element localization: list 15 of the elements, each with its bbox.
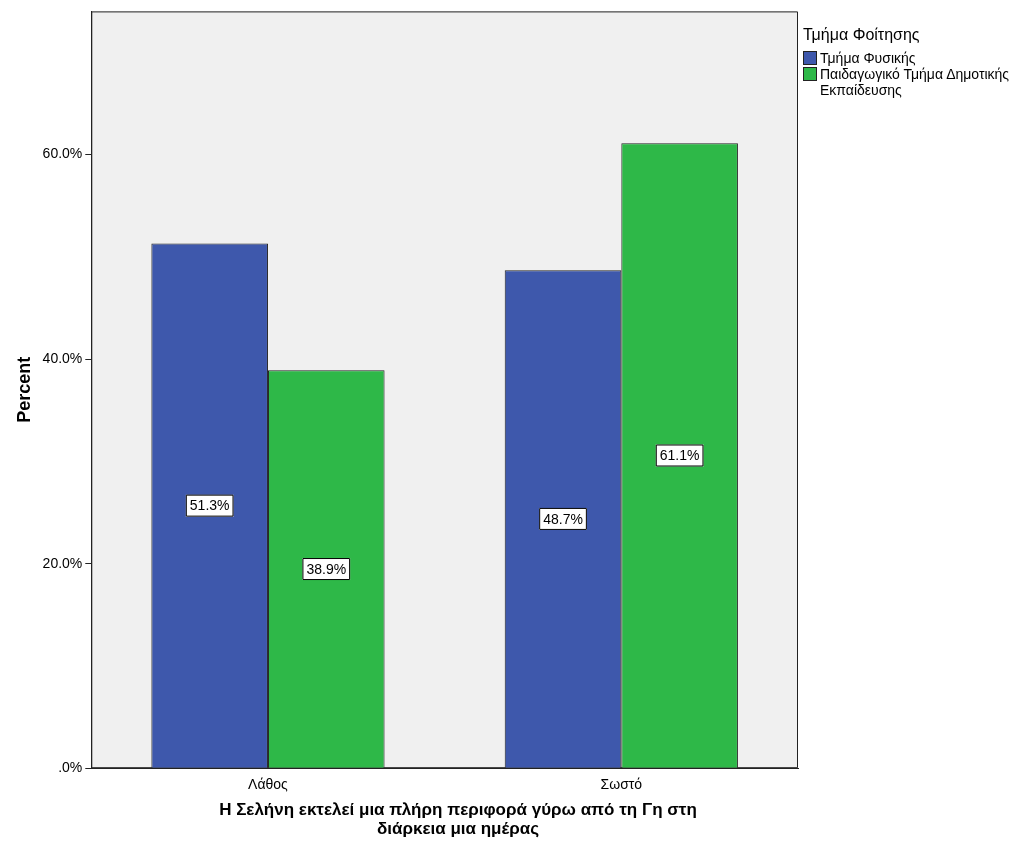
y-tick-label: .0% <box>58 759 83 776</box>
x-tick-label: Σωστό <box>600 776 643 793</box>
x-tick-label: Λάθος <box>248 776 289 793</box>
legend-label: Τμήμα Φυσικής <box>820 50 917 66</box>
y-axis-title: Percent <box>13 356 34 423</box>
y-tick-label: 40.0% <box>42 349 83 366</box>
legend-label: Παιδαγωγικό Τμήμα Δημοτικής Εκπαίδευσης <box>820 66 1011 98</box>
data-label: 48.7% <box>543 510 583 527</box>
x-axis-title: Η Σελήνη εκτελεί μια πλήρη περιφορά γύρω από τη Γη στη διάρκεια μια ημέρας <box>218 800 698 838</box>
data-label: 51.3% <box>189 497 230 514</box>
y-tick-label: 60.0% <box>42 145 83 162</box>
legend-title: Τμήμα Φοίτησης <box>803 26 921 44</box>
data-label: 61.1% <box>659 447 700 464</box>
y-tick-label: 20.0% <box>42 554 83 571</box>
data-label: 38.9% <box>306 560 347 577</box>
